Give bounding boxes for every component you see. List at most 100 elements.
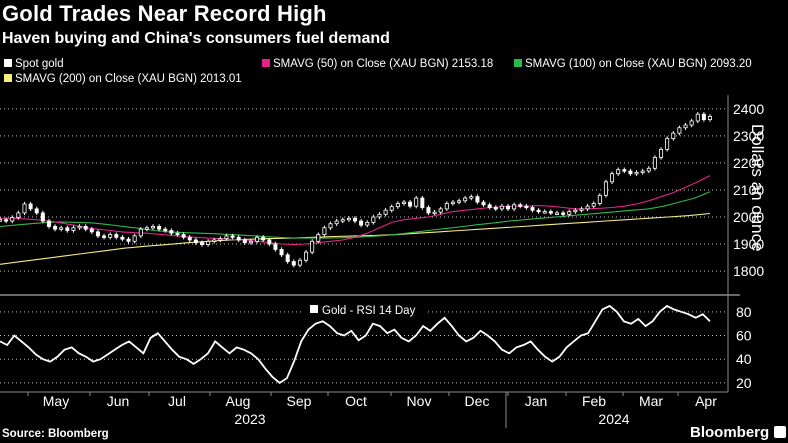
price-candle: [322, 227, 327, 235]
price-candle: [469, 196, 474, 199]
price-candle: [120, 236, 125, 240]
price-candle: [683, 124, 688, 129]
price-candle: [212, 239, 217, 242]
price-candle: [561, 212, 566, 215]
price-candle: [401, 201, 406, 205]
price-candle: [665, 138, 670, 150]
price-candle: [659, 148, 664, 158]
price-candle: [218, 238, 223, 241]
price-candle: [634, 171, 639, 175]
legend-item-smavg100: SMAVG (100) on Close (XAU BGN) 2093.20: [514, 58, 752, 70]
price-candle: [255, 236, 260, 242]
price-candle: [622, 169, 627, 172]
y-tick-label: 1900: [733, 236, 764, 252]
rsi-legend-label: Gold - RSI 14 Day: [322, 305, 416, 317]
series-line: [0, 175, 711, 246]
legend-item-spot-gold: Spot gold: [4, 58, 64, 70]
price-candle: [359, 220, 364, 226]
price-candle: [16, 212, 21, 218]
price-candle: [597, 194, 602, 204]
x-tick-label: Jul: [168, 393, 186, 409]
price-candle: [395, 203, 400, 208]
x-tick-label: Jun: [107, 393, 130, 409]
legend-swatch: [310, 305, 318, 313]
price-candle: [377, 213, 382, 218]
price-candle: [603, 181, 608, 196]
series-line: [0, 212, 711, 265]
price-candle: [10, 217, 15, 222]
price-candle: [102, 235, 107, 238]
source-note: Source: Bloomberg: [2, 428, 109, 440]
price-candle: [548, 211, 553, 214]
price-candle: [206, 240, 211, 245]
x-tick-label: Apr: [695, 393, 717, 409]
price-candle: [365, 221, 370, 226]
price-candle: [316, 234, 321, 242]
price-candle: [297, 259, 302, 266]
price-candle: [346, 217, 351, 221]
price-candle: [187, 236, 192, 241]
price-candle: [144, 227, 149, 230]
price-candle: [40, 212, 45, 222]
price-candle: [426, 207, 431, 214]
price-candle: [493, 207, 498, 210]
price-candle: [579, 208, 584, 211]
price-candle: [689, 120, 694, 126]
y-tick-label: 1800: [733, 263, 764, 279]
price-candle: [524, 205, 529, 209]
price-candle: [114, 234, 119, 238]
price-candle: [389, 206, 394, 211]
price-candle: [646, 167, 651, 172]
legend-swatch: [262, 59, 270, 67]
price-candle: [518, 204, 523, 207]
price-candle: [432, 211, 437, 215]
price-candle: [475, 196, 480, 203]
legend-label: SMAVG (100) on Close (XAU BGN) 2093.20: [525, 58, 752, 70]
price-candle: [230, 235, 235, 238]
x-tick-label: Oct: [345, 393, 367, 409]
chart-subtitle: Haven buying and China's consumers fuel …: [2, 30, 390, 47]
price-candle: [291, 261, 296, 266]
y-tick-label: 60: [736, 328, 752, 344]
price-candle: [224, 235, 229, 240]
x-tick-label: Feb: [582, 393, 606, 409]
price-candle: [585, 205, 590, 210]
price-candle: [628, 170, 633, 175]
price-candle: [383, 209, 388, 215]
price-candle: [181, 234, 186, 238]
series-line: [0, 304, 711, 385]
price-candle: [542, 211, 547, 214]
price-candle: [567, 211, 572, 215]
legend-swatch: [4, 59, 12, 67]
series-line: [0, 191, 711, 239]
price-candle: [248, 240, 253, 244]
price-candle: [701, 113, 706, 121]
price-candle: [46, 220, 51, 227]
price-candle: [175, 232, 180, 236]
price-candle: [53, 226, 58, 230]
price-candle: [334, 220, 339, 225]
x-tick-label: Dec: [465, 393, 490, 409]
brand-logo: Bloomberg: [690, 424, 770, 441]
x-tick-label: Sep: [287, 393, 312, 409]
price-candle: [261, 236, 266, 241]
price-candle: [414, 197, 419, 207]
y-tick-label: 2200: [733, 155, 764, 171]
price-candle: [126, 238, 131, 242]
price-candle: [444, 203, 449, 210]
price-candle: [28, 203, 33, 210]
x-tick-label: Jan: [525, 393, 548, 409]
y-tick-label: 40: [736, 351, 752, 367]
price-candle: [328, 223, 333, 229]
price-candle: [420, 197, 425, 208]
x-tick-label: Aug: [226, 393, 251, 409]
price-candle: [59, 227, 64, 230]
price-candle: [193, 239, 198, 244]
price-candle: [22, 203, 27, 214]
price-candle: [438, 208, 443, 213]
chart-title: Gold Trades Near Record High: [2, 1, 327, 26]
price-candle: [695, 113, 700, 122]
price-candle: [340, 219, 345, 222]
price-candle: [236, 236, 241, 241]
x-tick-label: Mar: [639, 393, 663, 409]
